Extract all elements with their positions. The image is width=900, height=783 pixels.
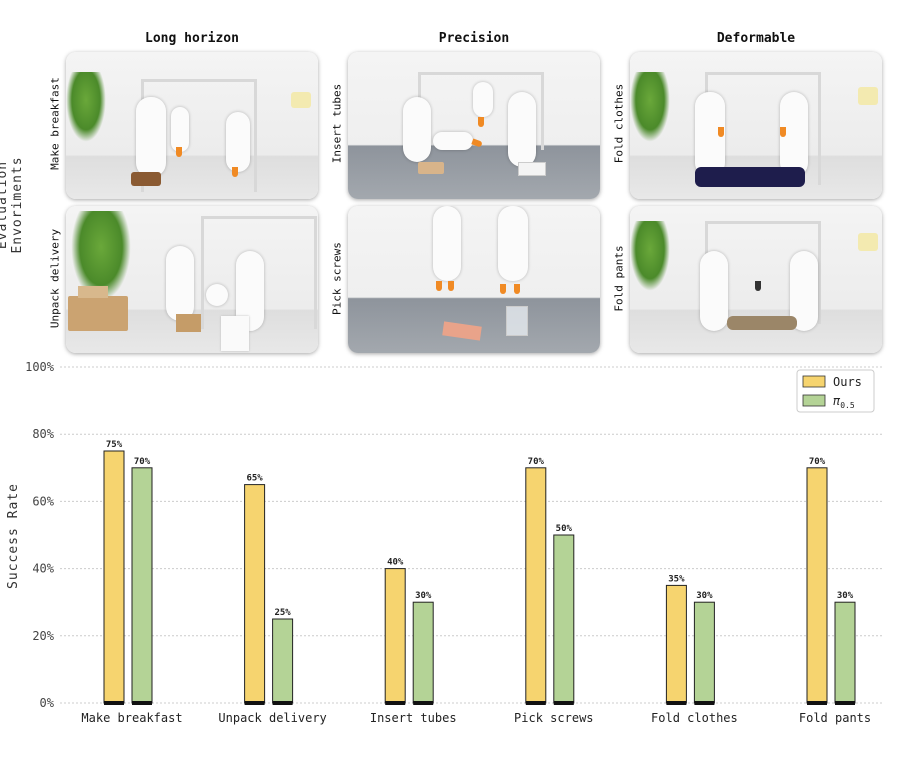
data-label: 30% [696,591,713,601]
bar-pi05 [834,601,856,704]
y-tick-label: 80% [32,427,54,441]
photo-pick-screws [348,206,600,353]
y-tick-label: 40% [32,562,54,576]
bar-pi05 [272,618,294,704]
column-title-precision: Precision [438,31,510,46]
bar-pi05 [412,601,434,704]
legend-label-ours: Ours [833,375,862,389]
column-title-long-horizon: Long horizon [145,31,239,46]
photo-unpack-delivery [66,206,318,353]
data-label: 35% [668,574,685,584]
data-label: 50% [556,524,573,534]
bar-base [272,701,293,705]
bar-base [835,701,855,705]
legend-swatch-ours [802,375,826,388]
bar-base [525,701,546,705]
y-tick-label: 0% [40,696,55,710]
bar-pi05 [693,601,715,704]
bar-ours [103,450,125,704]
data-label: 25% [274,608,291,618]
y-tick-label: 20% [32,629,54,643]
bar-base [132,701,152,705]
bar-base [385,701,406,705]
data-label: 75% [106,440,123,450]
bar-ours [384,568,406,704]
x-tick-label: Unpack delivery [218,711,326,725]
x-tick-label: Make breakfast [81,711,182,725]
data-label: 30% [415,591,432,601]
bar-ours [525,467,547,704]
photo-insert-tubes [348,52,600,199]
data-label: 70% [528,457,545,467]
x-tick-label: Fold clothes [651,711,738,725]
bar-base [807,701,827,705]
bar-base [104,701,124,705]
bar-base [694,701,715,705]
bar-pi05 [553,534,575,704]
bar-base [666,701,687,705]
photo-fold-pants [630,206,882,353]
y-axis-label: Success Rate [6,483,21,589]
x-tick-label: Fold pants [799,711,871,725]
x-tick-label: Pick screws [514,711,593,725]
legend: Ours π0.5 [796,369,875,413]
bar-base [553,701,574,705]
legend-swatch-pi05 [802,394,826,407]
column-title-deformable: Deformable [716,31,796,46]
data-label: 70% [809,457,826,467]
y-tick-label: 100% [25,360,55,374]
photo-make-breakfast [66,52,318,199]
bar-ours [665,584,687,704]
legend-label-pi05: π0.5 [833,394,855,410]
y-tick-label: 60% [32,494,54,508]
bar-ours [806,467,828,704]
data-label: 70% [134,457,151,467]
data-label: 40% [387,558,404,568]
photo-fold-clothes [630,52,882,199]
bar-ours [244,484,266,704]
bar-base [244,701,265,705]
data-label: 65% [246,474,263,484]
bar-base [413,701,434,705]
data-label: 30% [837,591,854,601]
bar-pi05 [131,467,153,704]
x-tick-label: Insert tubes [370,711,457,725]
